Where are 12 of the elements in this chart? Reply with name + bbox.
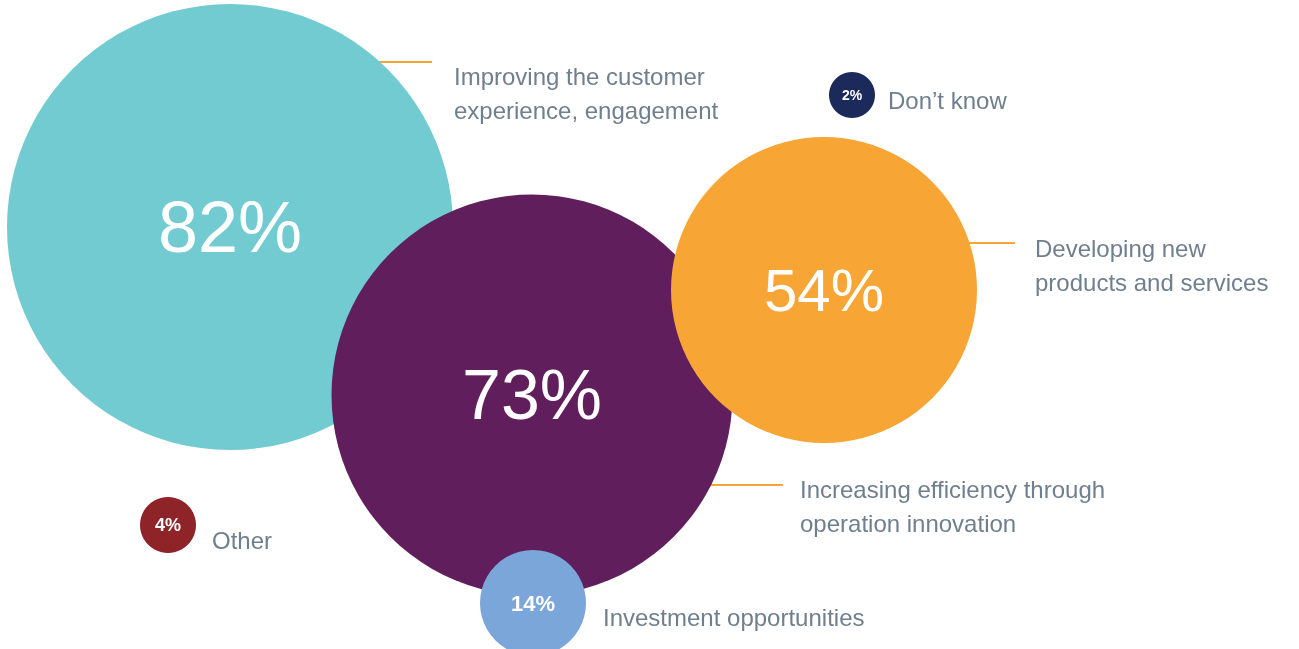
category-label: Increasing efficiency through operation innovation — [800, 475, 1112, 537]
category-label: Improving the customer experience, engagement — [454, 62, 719, 124]
data-label: 54% — [763, 256, 885, 324]
data-label: 14% — [510, 590, 556, 616]
category-label: Investment opportunities — [603, 603, 865, 631]
data-label: 82% — [157, 187, 303, 267]
category-label: Other — [212, 526, 273, 554]
data-label: 73% — [461, 356, 603, 434]
category-label: Developing new products and services — [1035, 234, 1269, 296]
category-label: Don’t know — [888, 86, 1008, 114]
data-label: 4% — [154, 515, 182, 535]
data-label: 2% — [841, 87, 863, 103]
